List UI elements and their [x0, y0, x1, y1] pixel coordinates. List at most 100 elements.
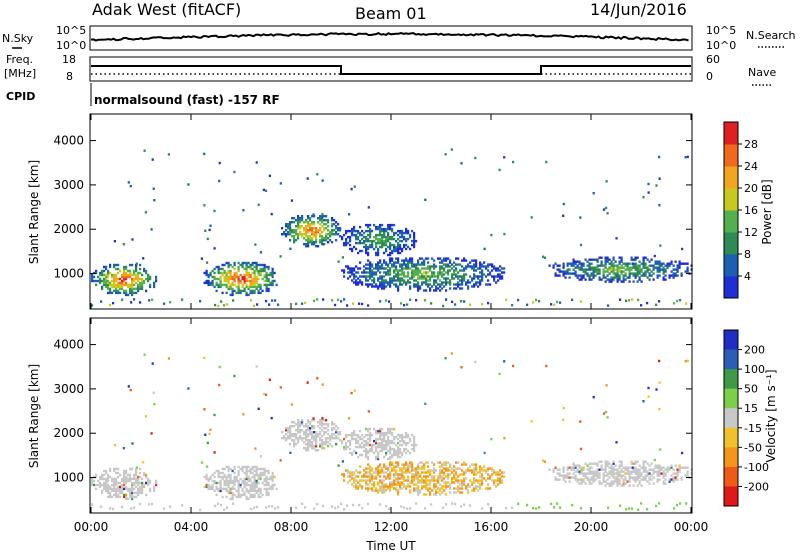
velocity-cell	[209, 487, 212, 491]
velocity-cell	[439, 471, 442, 474]
velocity-cell	[385, 443, 388, 447]
velocity-cell	[225, 495, 228, 499]
velocity-cell	[265, 493, 268, 497]
velocity-cell	[417, 475, 420, 478]
velocity-cell	[237, 489, 240, 493]
power-cell	[337, 260, 340, 263]
power-cell	[311, 239, 314, 242]
power-cell	[493, 277, 496, 280]
velocity-cell	[552, 468, 555, 471]
power-cell	[257, 269, 260, 273]
velocity-cell	[271, 487, 274, 491]
velocity-cell	[323, 423, 326, 426]
power-cell	[413, 235, 416, 239]
velocity-cell	[321, 443, 324, 446]
power-cell	[223, 275, 226, 279]
velocity-cell	[397, 473, 400, 476]
velocity-cell	[327, 425, 330, 428]
velocity-cell	[359, 471, 362, 474]
velocity-cell	[656, 470, 659, 473]
power-cell	[598, 272, 601, 275]
power-cell	[682, 262, 685, 265]
power-cell	[622, 280, 625, 283]
velocity-cell	[389, 485, 392, 488]
velocity-cell	[141, 487, 144, 491]
power-cell	[449, 283, 452, 286]
power-cell	[425, 289, 428, 292]
velocity-cell	[634, 470, 637, 473]
velocity-cell	[425, 483, 428, 486]
velocity-cell	[620, 476, 623, 479]
velocity-cell	[357, 455, 360, 459]
velocity-cell	[455, 461, 458, 464]
velocity-cell	[217, 471, 220, 475]
power-cell	[203, 152, 206, 156]
velocity-cell	[265, 481, 268, 485]
power-cell	[574, 274, 577, 277]
power-cell	[399, 281, 402, 284]
power-cell	[640, 280, 643, 283]
velocity-cell	[385, 477, 388, 480]
power-cell	[355, 235, 358, 239]
power-cell	[299, 233, 302, 236]
power-cell	[387, 265, 390, 268]
power-cell	[347, 267, 350, 270]
power-cell	[299, 221, 302, 224]
power-cell	[127, 273, 130, 277]
velocity-cell	[307, 425, 310, 428]
power-cell	[289, 223, 292, 226]
power-cell	[311, 237, 314, 240]
velocity-cell	[297, 441, 300, 444]
power-cell	[615, 237, 618, 240]
power-cell	[395, 273, 398, 276]
power-cell	[676, 270, 679, 273]
velocity-cell	[411, 479, 414, 482]
velocity-cell	[351, 435, 354, 439]
velocity-cell	[411, 475, 414, 478]
power-cell	[355, 275, 358, 278]
velocity-cell	[289, 451, 292, 454]
power-cell	[225, 277, 228, 281]
velocity-cell	[231, 469, 234, 473]
power-cell	[115, 291, 118, 295]
velocity-cell	[381, 487, 384, 490]
velocity-cell	[449, 491, 452, 494]
power-cell	[445, 263, 448, 266]
velocity-cell	[477, 481, 480, 484]
power-cell	[367, 233, 370, 237]
power-cell	[471, 259, 474, 262]
velocity-cell	[319, 439, 322, 442]
velocity-cell	[395, 479, 398, 482]
velocity-cell	[309, 433, 312, 436]
velocity-cell	[574, 474, 577, 477]
power-cell	[235, 275, 238, 279]
power-cell	[457, 263, 460, 266]
velocity-cell	[311, 425, 314, 428]
power-cell	[401, 265, 404, 268]
power-cell	[335, 221, 338, 224]
power-cell	[367, 239, 370, 243]
velocity-cell	[243, 491, 246, 495]
velocity-cell	[405, 441, 408, 445]
power-cell	[359, 231, 362, 235]
power-cell	[355, 281, 358, 284]
power-cell	[371, 279, 374, 282]
power-cell	[127, 275, 130, 279]
power-cell	[139, 277, 142, 281]
velocity-cell	[297, 425, 300, 428]
power-cell	[245, 261, 248, 265]
velocity-cell	[289, 427, 292, 430]
power-cell	[135, 269, 138, 273]
velocity-cell	[454, 502, 457, 506]
power-cell	[369, 263, 372, 266]
velocity-cell	[109, 495, 112, 499]
velocity-cell	[329, 443, 332, 446]
power-cell	[255, 279, 258, 283]
velocity-cell	[399, 443, 402, 447]
velocity-cell	[400, 505, 403, 508]
power-cell	[327, 225, 330, 228]
velocity-cell	[339, 431, 342, 434]
power-cell	[411, 263, 414, 266]
velocity-cell	[483, 469, 486, 472]
power-cell	[389, 257, 392, 260]
